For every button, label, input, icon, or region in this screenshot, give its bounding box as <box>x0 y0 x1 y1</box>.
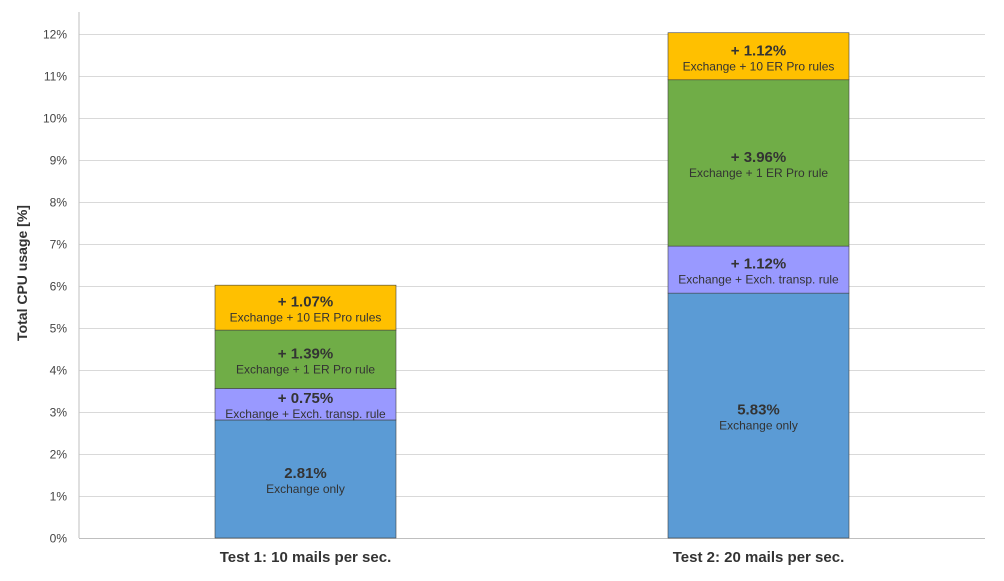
y-tick-label: 5% <box>50 322 68 336</box>
bar-segment <box>667 79 850 247</box>
segment-caption-label: Exchange + 10 ER Pro rules <box>230 311 382 325</box>
segment-caption-label: Exchange + 10 ER Pro rules <box>683 59 835 73</box>
segment-value-label: + 1.12% <box>731 256 786 273</box>
y-tick-label: 9% <box>50 154 68 168</box>
bar-segment <box>667 292 850 539</box>
bar-segment <box>214 388 397 421</box>
segment-value-label: 5.83% <box>737 402 780 419</box>
data-labels: 2.81%Exchange only+ 0.75%Exchange + Exch… <box>225 42 839 496</box>
y-tick-label: 4% <box>50 364 68 378</box>
segment-value-label: + 0.75% <box>278 390 333 407</box>
y-tick-label: 11% <box>44 70 67 84</box>
segment-caption-label: Exchange + Exch. transp. rule <box>678 273 839 287</box>
segment-caption-label: Exchange only <box>719 419 798 433</box>
x-category-label: Test 1: 10 mails per sec. <box>220 549 391 566</box>
segment-caption-label: Exchange only <box>266 482 345 496</box>
bar-segment <box>214 284 397 331</box>
segment-caption-label: Exchange + Exch. transp. rule <box>225 407 386 421</box>
segment-caption-label: Exchange + 1 ER Pro rule <box>689 166 828 180</box>
y-tick-label: 7% <box>50 238 68 252</box>
bar-segment <box>214 329 397 389</box>
y-tick-label: 0% <box>50 532 68 546</box>
segment-value-label: + 1.07% <box>278 294 333 311</box>
x-category-label: Test 2: 20 mails per sec. <box>673 549 844 566</box>
segment-value-label: + 1.12% <box>731 42 786 59</box>
axes: 0% 1% 2% 3% 4% 5% 6% 7% 8% 9% 10% 11% 12% Test 1: 10 … <box>43 12 844 566</box>
segment-value-label: + 3.96% <box>731 149 786 166</box>
y-tick-label: 1% <box>50 490 68 504</box>
y-tick-label: 3% <box>50 406 68 420</box>
bar-segment <box>214 419 397 539</box>
y-tick-label: 8% <box>50 196 68 210</box>
y-tick-label: 10% <box>43 112 67 126</box>
y-tick-label: 6% <box>50 280 68 294</box>
y-tick-label: 12% <box>43 28 67 42</box>
y-axis-title: Total CPU usage [%] <box>14 205 30 341</box>
bar-segment <box>667 245 850 294</box>
segment-value-label: 2.81% <box>284 465 327 482</box>
y-tick-label: 2% <box>50 448 68 462</box>
bars <box>214 32 850 539</box>
segment-caption-label: Exchange + 1 ER Pro rule <box>236 362 375 376</box>
segment-value-label: + 1.39% <box>278 345 333 362</box>
bar-segment <box>667 32 850 81</box>
